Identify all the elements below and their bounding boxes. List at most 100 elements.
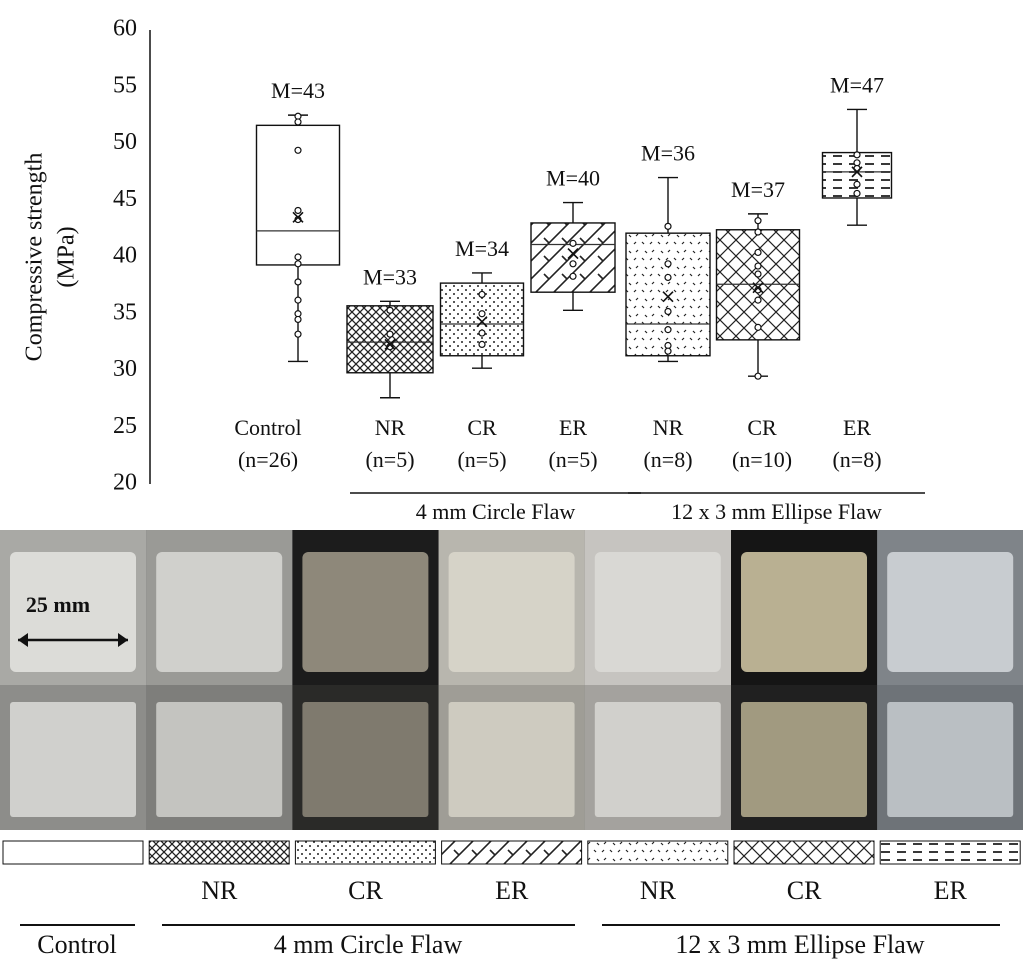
data-point xyxy=(294,206,302,215)
data-point xyxy=(754,323,762,331)
data-point xyxy=(478,290,486,299)
specimen xyxy=(741,552,867,672)
mean-marker xyxy=(476,316,488,328)
data-point xyxy=(294,296,302,304)
legend-label: NR xyxy=(640,876,677,905)
y-axis-label: Compressive strength xyxy=(22,153,48,362)
specimen-fractured xyxy=(887,702,1014,817)
pattern-swatch xyxy=(879,840,1021,865)
mean-label: M=47 xyxy=(830,72,884,97)
box xyxy=(625,232,711,357)
specimen-fractured xyxy=(594,702,721,817)
pattern-swatch xyxy=(441,840,583,865)
box xyxy=(530,222,616,293)
y-tick-label: 25 xyxy=(113,413,137,439)
pattern-swatch xyxy=(148,840,290,865)
box xyxy=(346,305,434,374)
n-label: (n=10) xyxy=(732,447,792,472)
legend-label: NR xyxy=(201,876,238,905)
data-point xyxy=(478,329,486,337)
x-tick-label: ER xyxy=(559,415,587,440)
x-tick-label: NR xyxy=(653,415,684,440)
data-point xyxy=(294,330,302,338)
x-tick-label: CR xyxy=(467,415,497,440)
pattern-swatch xyxy=(2,840,144,865)
specimen-fractured xyxy=(10,702,136,817)
data-point xyxy=(664,307,672,316)
data-point xyxy=(754,372,762,380)
n-label: (n=8) xyxy=(832,447,881,472)
y-tick-label: 35 xyxy=(113,299,137,325)
y-tick-label: 50 xyxy=(113,129,137,155)
y-tick-label: 55 xyxy=(113,72,137,98)
data-point xyxy=(664,273,672,282)
x-tick-label: Control xyxy=(234,415,301,440)
data-point xyxy=(754,217,762,225)
legend-label: Control xyxy=(37,930,116,959)
legend-label: ER xyxy=(495,876,529,905)
y-axis-label: (MPa) xyxy=(54,226,80,287)
data-point xyxy=(478,310,486,318)
data-point xyxy=(294,118,302,126)
y-tick-label: 40 xyxy=(113,243,137,269)
n-label: (n=5) xyxy=(457,447,506,472)
specimen-fractured xyxy=(302,702,429,817)
dimension-label: 25 mm xyxy=(26,592,90,617)
n-label: (n=5) xyxy=(365,447,414,472)
specimen xyxy=(10,552,136,672)
mean-marker xyxy=(292,211,304,223)
data-point xyxy=(664,222,672,230)
legend-label: CR xyxy=(348,876,383,905)
specimen xyxy=(887,552,1014,672)
data-point xyxy=(664,347,672,355)
data-point xyxy=(853,151,861,159)
data-point xyxy=(754,248,762,257)
data-point xyxy=(386,330,394,338)
data-point xyxy=(294,260,302,268)
pattern-strips xyxy=(2,840,1021,865)
data-point xyxy=(754,228,762,236)
specimen xyxy=(302,552,429,672)
mean-marker xyxy=(567,248,579,260)
group-label: 12 x 3 mm Ellipse Flaw xyxy=(671,499,882,524)
specimen-photos: 25 mm xyxy=(0,530,1023,830)
y-tick-label: 60 xyxy=(113,16,137,42)
mean-label: M=43 xyxy=(271,78,325,103)
data-point xyxy=(294,253,302,261)
specimen-fractured xyxy=(741,702,867,817)
data-point xyxy=(664,326,672,334)
mean-label: M=40 xyxy=(546,166,600,191)
legend-label: 12 x 3 mm Ellipse Flaw xyxy=(675,930,924,959)
data-point xyxy=(754,296,762,304)
n-label: (n=8) xyxy=(643,447,692,472)
data-point xyxy=(294,146,302,154)
mean-marker xyxy=(662,291,674,303)
specimen xyxy=(448,552,575,672)
box xyxy=(255,124,341,266)
mean-label: M=33 xyxy=(363,264,417,289)
specimen xyxy=(594,552,721,672)
specimen xyxy=(156,552,283,672)
data-point xyxy=(294,278,302,286)
data-point xyxy=(754,270,762,278)
data-point xyxy=(754,262,762,270)
pattern-swatch xyxy=(294,840,436,865)
data-point xyxy=(386,306,394,314)
data-point xyxy=(569,272,577,280)
data-point xyxy=(569,239,577,247)
data-point xyxy=(569,260,577,268)
group-label: 4 mm Circle Flaw xyxy=(416,499,576,524)
x-tick-label: CR xyxy=(747,415,777,440)
specimen-fractured xyxy=(448,702,575,817)
x-tick-label: ER xyxy=(843,415,871,440)
legend-label: 4 mm Circle Flaw xyxy=(274,930,463,959)
data-point xyxy=(853,189,861,198)
n-label: (n=26) xyxy=(238,447,298,472)
pattern-swatch xyxy=(733,840,875,865)
mean-marker xyxy=(752,282,764,294)
y-tick-label: 30 xyxy=(113,356,137,382)
mean-label: M=36 xyxy=(641,141,695,166)
data-point xyxy=(853,180,861,188)
data-point xyxy=(664,260,672,268)
